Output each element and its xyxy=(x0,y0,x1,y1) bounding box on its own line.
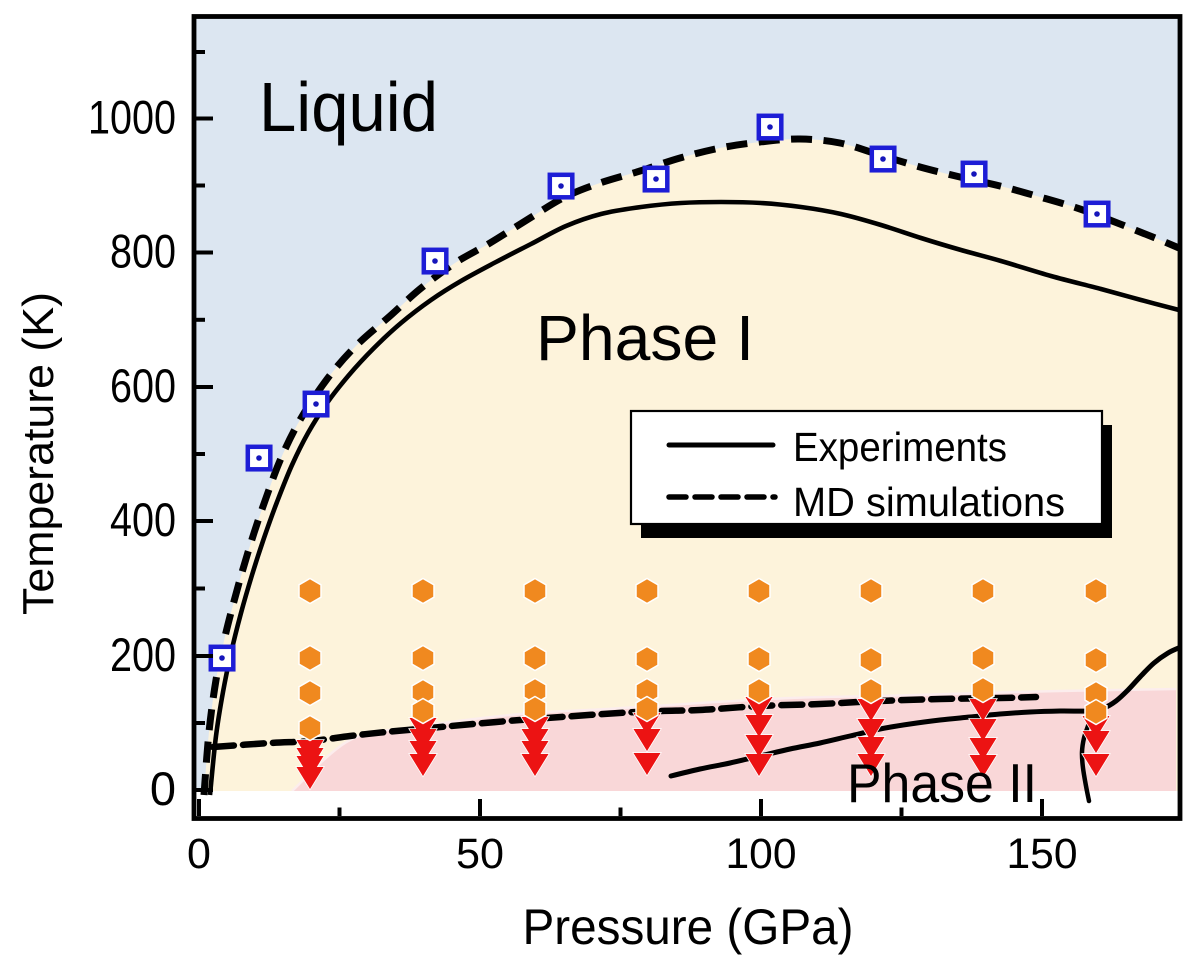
svg-text:Temperature (K): Temperature (K) xyxy=(14,292,63,615)
svg-text:800: 800 xyxy=(110,224,176,277)
svg-text:150: 150 xyxy=(1007,830,1078,878)
svg-text:MD simulations: MD simulations xyxy=(793,479,1065,525)
svg-text:400: 400 xyxy=(110,493,176,546)
svg-text:Experiments: Experiments xyxy=(793,424,1007,470)
svg-text:0: 0 xyxy=(187,830,211,878)
svg-text:Liquid: Liquid xyxy=(259,68,438,146)
svg-text:100: 100 xyxy=(726,830,797,878)
svg-text:Pressure (GPa): Pressure (GPa) xyxy=(523,899,854,955)
svg-text:1000: 1000 xyxy=(88,90,176,143)
svg-text:50: 50 xyxy=(456,830,504,878)
svg-text:0: 0 xyxy=(150,762,176,815)
svg-text:Phase I: Phase I xyxy=(536,302,754,374)
svg-text:600: 600 xyxy=(110,359,176,412)
svg-text:Phase II: Phase II xyxy=(847,752,1037,814)
svg-text:200: 200 xyxy=(110,628,176,681)
